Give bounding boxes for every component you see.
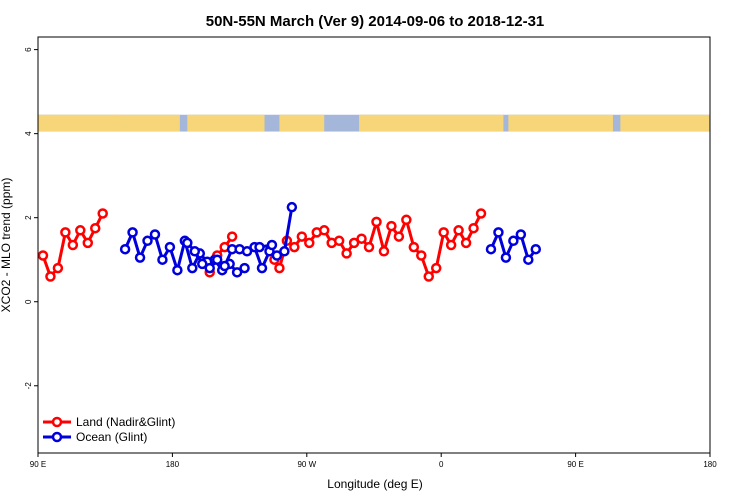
chart-title: 50N-55N March (Ver 9) 2014-09-06 to 2018…	[206, 13, 545, 30]
land-ocean-mask-band	[38, 114, 710, 132]
land-band-segment	[279, 114, 325, 132]
data-point	[182, 237, 193, 249]
y-tick-label: 6	[24, 47, 33, 52]
data-point	[371, 216, 382, 228]
data-point	[119, 243, 131, 255]
data-point	[318, 225, 330, 236]
data-point	[289, 241, 300, 253]
data-point	[271, 250, 283, 261]
data-point	[211, 254, 223, 265]
data-point	[438, 227, 449, 238]
legend-marker	[51, 416, 63, 428]
y-tick-label: 2	[24, 215, 33, 220]
data-point	[89, 222, 101, 234]
data-point	[142, 235, 153, 247]
land-band-segment	[38, 114, 118, 132]
x-tick-label: 180	[166, 460, 180, 469]
data-point	[445, 239, 457, 251]
data-point	[341, 248, 352, 259]
data-point	[231, 267, 243, 278]
data-point	[157, 254, 168, 265]
data-point	[515, 229, 527, 240]
x-axis-label: Longitude (deg E)	[327, 477, 422, 491]
data-point	[149, 229, 161, 240]
data-point	[75, 225, 86, 236]
data-point	[266, 239, 278, 251]
data-point	[460, 237, 472, 249]
data-point	[189, 246, 201, 257]
data-point	[164, 241, 176, 253]
x-tick-label: 90 E	[30, 460, 46, 469]
x-axis: 90 E 180 90 W 0 90 E 180	[30, 453, 717, 469]
legend: Land (Nadir&Glint)Ocean (Glint)	[43, 415, 175, 444]
data-point	[172, 264, 183, 276]
y-axis: -2 0 2 4 6	[24, 47, 38, 389]
y-tick-label: 4	[24, 131, 33, 136]
data-point	[219, 260, 230, 272]
data-point	[52, 262, 64, 274]
x-tick-label: 180	[703, 460, 717, 469]
data-point	[226, 231, 238, 242]
land-band-segment	[620, 114, 710, 132]
data-point	[304, 237, 315, 249]
data-point	[197, 258, 208, 270]
data-point	[378, 246, 390, 257]
data-point	[393, 231, 405, 242]
data-point	[45, 271, 56, 282]
data-point	[416, 250, 427, 261]
data-point	[430, 262, 442, 274]
data-point	[386, 220, 397, 232]
legend-marker	[51, 431, 63, 443]
data-point	[468, 222, 479, 234]
data-point	[423, 271, 435, 282]
data-point	[401, 214, 412, 226]
data-point	[254, 241, 265, 253]
data-point	[500, 252, 512, 263]
land-band-segment	[187, 114, 265, 132]
data-point	[187, 262, 198, 274]
data-point	[508, 235, 519, 247]
data-point	[453, 225, 464, 236]
data-point	[296, 231, 308, 242]
data-point	[274, 262, 285, 274]
data-point	[348, 237, 360, 249]
land-band-segment	[359, 114, 504, 132]
data-point	[530, 243, 542, 255]
data-point	[256, 262, 268, 274]
data-point	[333, 235, 345, 247]
data-point	[239, 262, 250, 274]
x-tick-label: 90 W	[297, 460, 316, 469]
data-point	[37, 250, 49, 261]
land-band-segment	[508, 114, 613, 132]
data-point	[67, 239, 79, 251]
plot-frame	[37, 36, 711, 454]
data-point	[475, 208, 487, 219]
legend-label: Ocean (Glint)	[76, 430, 147, 444]
data-point	[279, 246, 290, 257]
land-band-segment	[112, 114, 180, 132]
data-point	[356, 233, 367, 244]
y-tick-label: 0	[24, 299, 33, 304]
data-point	[408, 241, 420, 253]
legend-label: Land (Nadir&Glint)	[76, 415, 175, 429]
data-point	[60, 227, 71, 238]
data-point	[286, 201, 298, 213]
data-point	[363, 241, 375, 253]
data-point	[485, 243, 497, 255]
x-tick-label: 90 E	[567, 460, 583, 469]
data-point	[134, 252, 146, 263]
series-ocean	[119, 201, 542, 278]
data-point	[82, 237, 94, 249]
data-point	[493, 227, 504, 238]
x-tick-label: 0	[439, 460, 444, 469]
data-point	[127, 227, 138, 238]
data-point	[204, 262, 215, 274]
data-point	[241, 246, 253, 257]
y-axis-label: XCO2 - MLO trend (ppm)	[0, 178, 13, 313]
series-layer	[37, 201, 542, 282]
data-point	[523, 254, 534, 265]
y-tick-label: -2	[24, 382, 33, 390]
data-point	[97, 208, 108, 219]
